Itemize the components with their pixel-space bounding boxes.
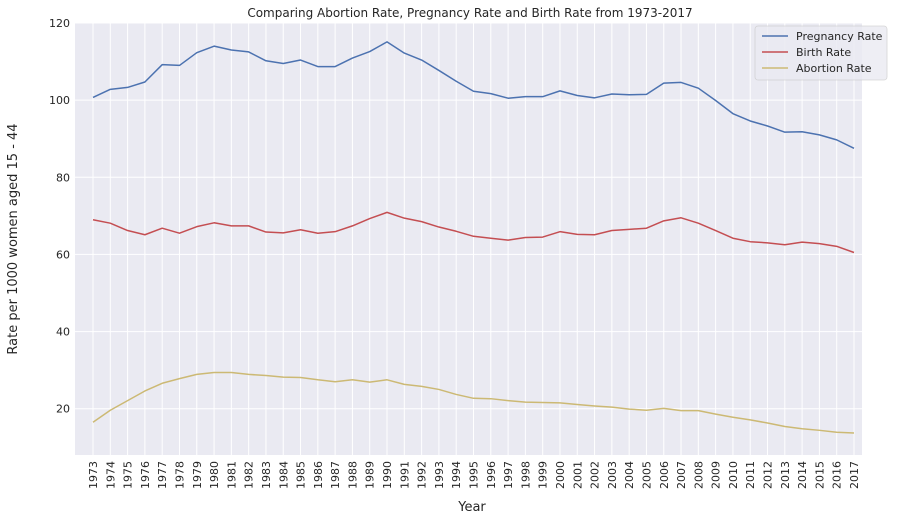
x-tick-label: 2009 (710, 461, 723, 489)
x-tick-label: 1990 (381, 461, 394, 489)
x-tick-label: 1994 (450, 461, 463, 489)
x-tick-label: 1989 (364, 461, 377, 489)
x-tick-label: 1991 (398, 461, 411, 489)
y-tick-label: 80 (56, 171, 70, 184)
chart-title: Comparing Abortion Rate, Pregnancy Rate … (247, 6, 692, 20)
x-tick-label: 2002 (589, 461, 602, 489)
x-tick-label: 1973 (87, 461, 100, 489)
y-tick-label: 60 (56, 248, 70, 261)
abortion-rate-line (92, 371, 855, 434)
birth-rate-line (92, 211, 855, 254)
x-tick-label: 1993 (433, 461, 446, 489)
series-lines (92, 41, 855, 434)
x-tick-labels: 1973 1974 1975 1976 1977 1978 1979 1980 1981 1982… (87, 461, 861, 489)
x-tick-label: 2001 (571, 461, 584, 489)
pregnancy-rate-legend-label: Pregnancy Rate (796, 30, 883, 43)
x-tick-label: 1985 (295, 461, 308, 489)
x-tick-label: 1998 (519, 461, 532, 489)
x-tick-label: 2014 (796, 461, 809, 489)
x-tick-label: 1974 (104, 461, 117, 489)
x-tick-label: 2008 (692, 461, 705, 489)
x-tick-label: 2005 (640, 461, 653, 489)
x-tick-label: 1995 (468, 461, 481, 489)
x-tick-label: 1980 (208, 461, 221, 489)
x-axis-title: Year (457, 500, 486, 515)
x-tick-label: 2003 (606, 461, 619, 489)
x-tick-label: 1992 (416, 461, 429, 489)
x-tick-label: 2004 (623, 461, 636, 489)
x-tick-label: 2017 (848, 461, 861, 489)
x-tick-label: 1977 (156, 461, 169, 489)
y-tick-label: 40 (56, 326, 70, 339)
x-tick-label: 1987 (329, 461, 342, 489)
x-tick-label: 2016 (831, 461, 844, 489)
x-tick-label: 1975 (122, 461, 135, 489)
x-tick-label: 1997 (502, 461, 515, 489)
x-tick-label: 1999 (537, 461, 550, 489)
x-tick-label: 1978 (173, 461, 186, 489)
legend: Pregnancy Rate Birth Rate Abortion Rate (754, 25, 888, 81)
pregnancy-rate-line (92, 41, 855, 150)
x-tick-label: 2012 (762, 461, 775, 489)
x-tick-label: 1982 (243, 461, 256, 489)
y-tick-label: 100 (49, 94, 70, 107)
x-tick-label: 2011 (744, 461, 757, 489)
x-tick-label: 2006 (658, 461, 671, 489)
y-tick-label: 120 (49, 17, 70, 30)
y-tick-label: 20 (56, 403, 70, 416)
abortion-rate-legend-label: Abortion Rate (796, 62, 872, 75)
x-tick-label: 2015 (813, 461, 826, 489)
x-tick-label: 1981 (225, 461, 238, 489)
x-tick-label: 1996 (485, 461, 498, 489)
x-tick-label: 1988 (346, 461, 359, 489)
x-tick-label: 1976 (139, 461, 152, 489)
plot-background (75, 23, 862, 455)
x-tick-label: 2000 (554, 461, 567, 489)
x-tick-label: 1984 (277, 461, 290, 489)
y-tick-labels: 20 40 60 80 100 120 (49, 17, 70, 416)
legend-box (754, 25, 888, 81)
y-axis-title: Rate per 1000 women aged 15 - 44 (6, 123, 21, 354)
x-tick-label: 2007 (675, 461, 688, 489)
x-tick-label: 1986 (312, 461, 325, 489)
x-tick-label: 1983 (260, 461, 273, 489)
x-tick-label: 1979 (191, 461, 204, 489)
x-tick-label: 2013 (779, 461, 792, 489)
birth-rate-legend-label: Birth Rate (796, 46, 851, 59)
x-tick-label: 2010 (727, 461, 740, 489)
